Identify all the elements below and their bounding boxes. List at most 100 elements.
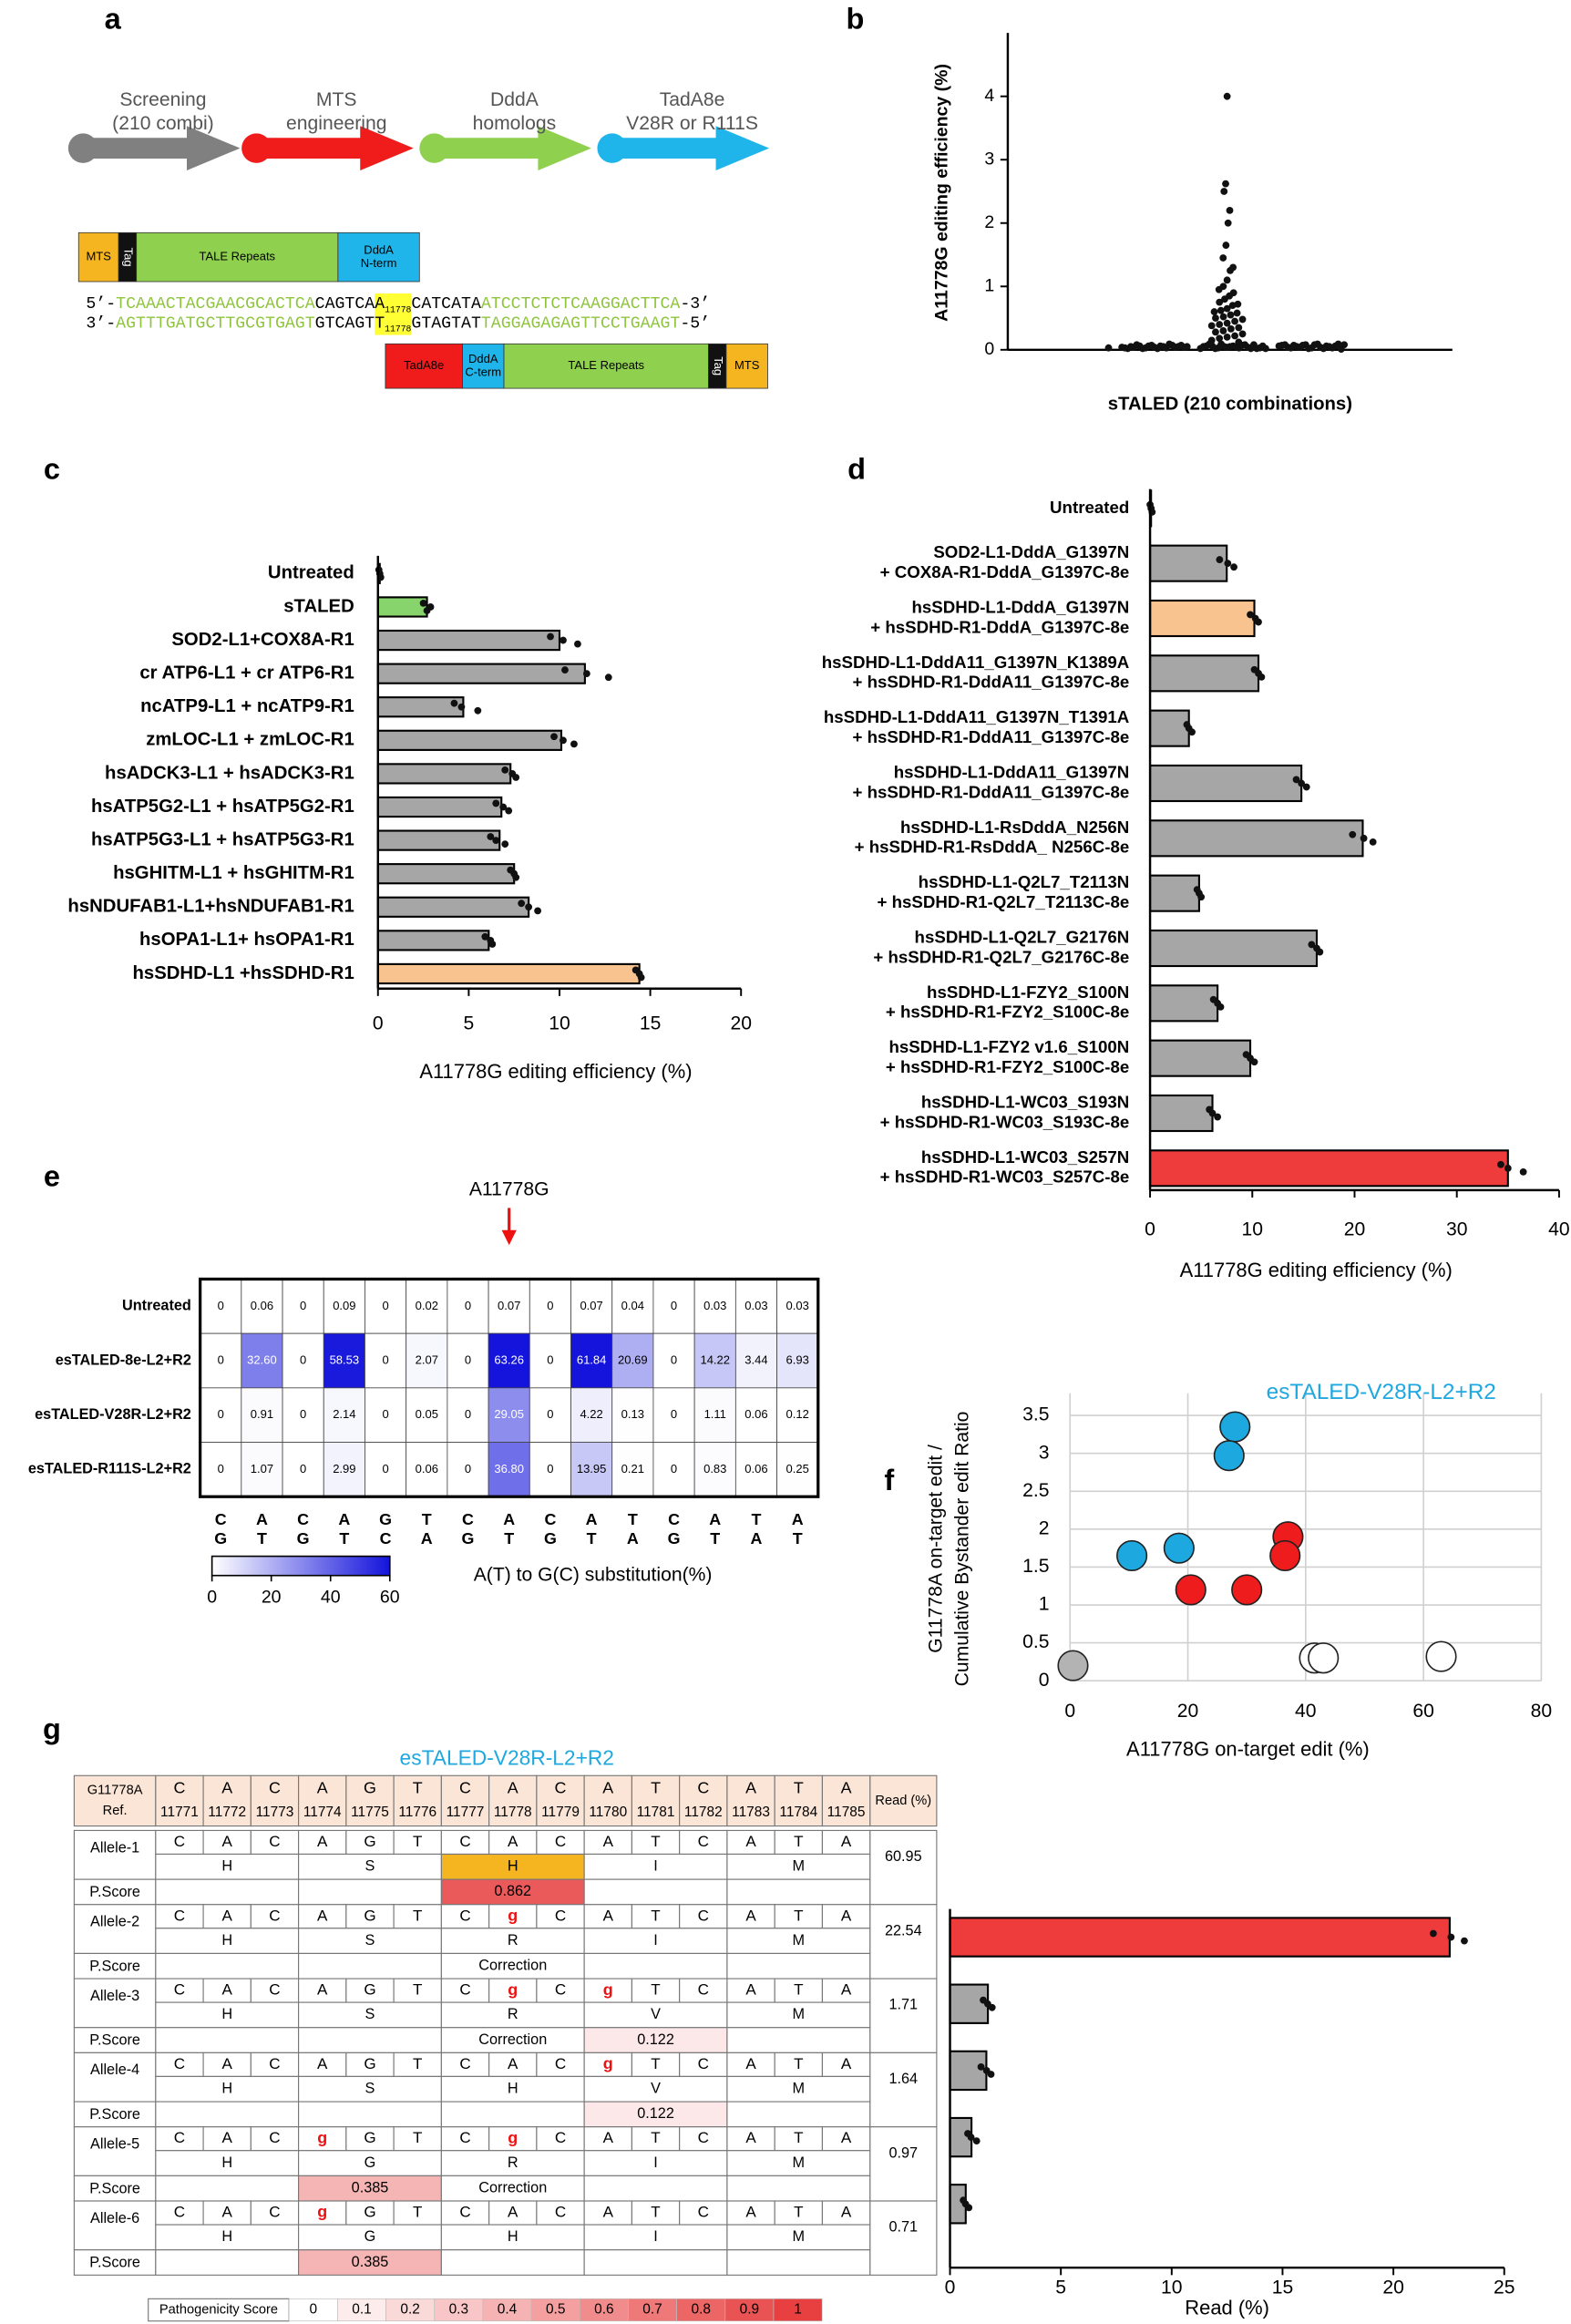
amino-acid: G (365, 2228, 376, 2245)
arrow-tail (597, 133, 627, 163)
category-label: hsSDHD-L1-RsDddA_N256N (900, 818, 1129, 837)
heat-cell (200, 1387, 242, 1443)
replicate-point (1349, 830, 1357, 838)
replicate-point (419, 599, 427, 607)
data-point (1226, 206, 1234, 214)
base-cell (440, 1978, 490, 2003)
allele-base: C (459, 1907, 470, 1924)
base-cell (202, 2051, 252, 2077)
aa-cell (726, 1928, 871, 1955)
base-cell (583, 2051, 632, 2077)
data-point (1235, 324, 1243, 332)
amino-acid: V (651, 2006, 661, 2022)
header-cell (250, 1774, 300, 1827)
category-label: SOD2-L1+COX8A-R1 (171, 630, 354, 650)
data-point (1215, 285, 1223, 293)
heat-cell (488, 1387, 530, 1443)
x-tick-label: 20 (1344, 1219, 1366, 1239)
annotation: A11778G (469, 1178, 549, 1199)
allele-base: C (459, 2129, 470, 2146)
position: 11783 (732, 1805, 770, 1820)
score-cell (583, 1952, 728, 1980)
replicate-point (487, 833, 495, 840)
sequence-text: -5’ (680, 314, 710, 333)
sequence-text: T (375, 314, 385, 333)
x-axis-label: A11778G editing efficiency (%) (1180, 1259, 1453, 1281)
base-cell (488, 1829, 538, 1856)
amino-acid: I (653, 2154, 658, 2171)
base-cell (155, 1904, 204, 1929)
amino-acid: H (508, 2081, 519, 2097)
replicate-point (1214, 1113, 1222, 1121)
allele-base: T (651, 1981, 661, 1999)
legend-value: 0.4 (498, 2302, 518, 2318)
data-point (1057, 1650, 1089, 1681)
base-cell (488, 1904, 538, 1929)
column-bottom: G (668, 1529, 681, 1548)
panel-label: g (43, 1712, 61, 1745)
allele-base: C (459, 2204, 470, 2221)
ref-base: A (745, 1779, 756, 1797)
allele-base: A (603, 2204, 614, 2221)
allele-base: T (413, 1907, 423, 1924)
amino-acid: G (365, 2154, 376, 2171)
allele-base: g (317, 2128, 327, 2146)
score-cell (726, 2249, 871, 2276)
heat-cell (365, 1442, 407, 1497)
position: 11784 (779, 1805, 817, 1820)
cell-label: 0 (300, 1462, 306, 1476)
cell-label: 0 (382, 1299, 388, 1312)
replicate-point (560, 736, 567, 745)
bar (1149, 709, 1190, 747)
position: 11785 (827, 1805, 866, 1820)
allele-base: G (364, 1907, 375, 1924)
replicate-point (1447, 1933, 1455, 1941)
legend-value: 0.3 (449, 2302, 468, 2318)
heat-cell (200, 1279, 242, 1334)
base-cell (583, 1978, 632, 2003)
replicate-point (492, 799, 500, 807)
ref-label: G11778A (87, 1783, 143, 1797)
allele-base: T (651, 2129, 661, 2146)
read-header: Read (%) (875, 1794, 931, 1808)
arrow-tail (67, 133, 98, 163)
base-cell (488, 2051, 538, 2077)
cell-label: 61.84 (577, 1352, 607, 1366)
score-cell (298, 2249, 442, 2276)
x-tick-label: 20 (1382, 2278, 1404, 2298)
allele-base: g (603, 1980, 613, 1999)
base-cell (298, 1829, 347, 1856)
x-tick-label: 20 (1177, 1701, 1199, 1722)
y-tick-label: 3 (1039, 1442, 1050, 1463)
score-cell (155, 2249, 300, 2276)
score-cell (155, 2175, 300, 2202)
amino-acid: S (365, 2006, 375, 2022)
cell-label: 0 (465, 1407, 471, 1421)
position: 11781 (637, 1805, 675, 1820)
ref-base: C (459, 1779, 471, 1797)
header-cell (73, 1774, 157, 1827)
data-point (1222, 180, 1229, 188)
heat-cell (241, 1442, 283, 1497)
block-label: MTS (734, 358, 760, 372)
read-cell (869, 1829, 938, 1906)
data-point (1231, 332, 1238, 340)
header-cell (155, 1774, 204, 1827)
allele-base: T (651, 2055, 661, 2072)
replicate-point (1292, 776, 1300, 784)
category-label: hsSDHD-L1 +hsSDHD-R1 (133, 963, 354, 983)
base-cell (393, 2126, 442, 2152)
cell-label: 0.06 (416, 1462, 438, 1476)
allele-base: C (459, 1981, 470, 1999)
header-cell (679, 1774, 728, 1827)
data-point (1207, 322, 1216, 330)
allele-base: C (698, 1981, 709, 1999)
y-tick-label: 2.5 (1022, 1480, 1049, 1501)
allele-base: C (459, 2055, 470, 2072)
allele-base: C (698, 1833, 709, 1850)
ref-base: A (508, 1779, 519, 1797)
amino-acid: H (221, 2006, 232, 2022)
label-cell (73, 2200, 157, 2251)
read-cell (869, 2200, 938, 2276)
amino-acid: V (651, 2081, 661, 2097)
